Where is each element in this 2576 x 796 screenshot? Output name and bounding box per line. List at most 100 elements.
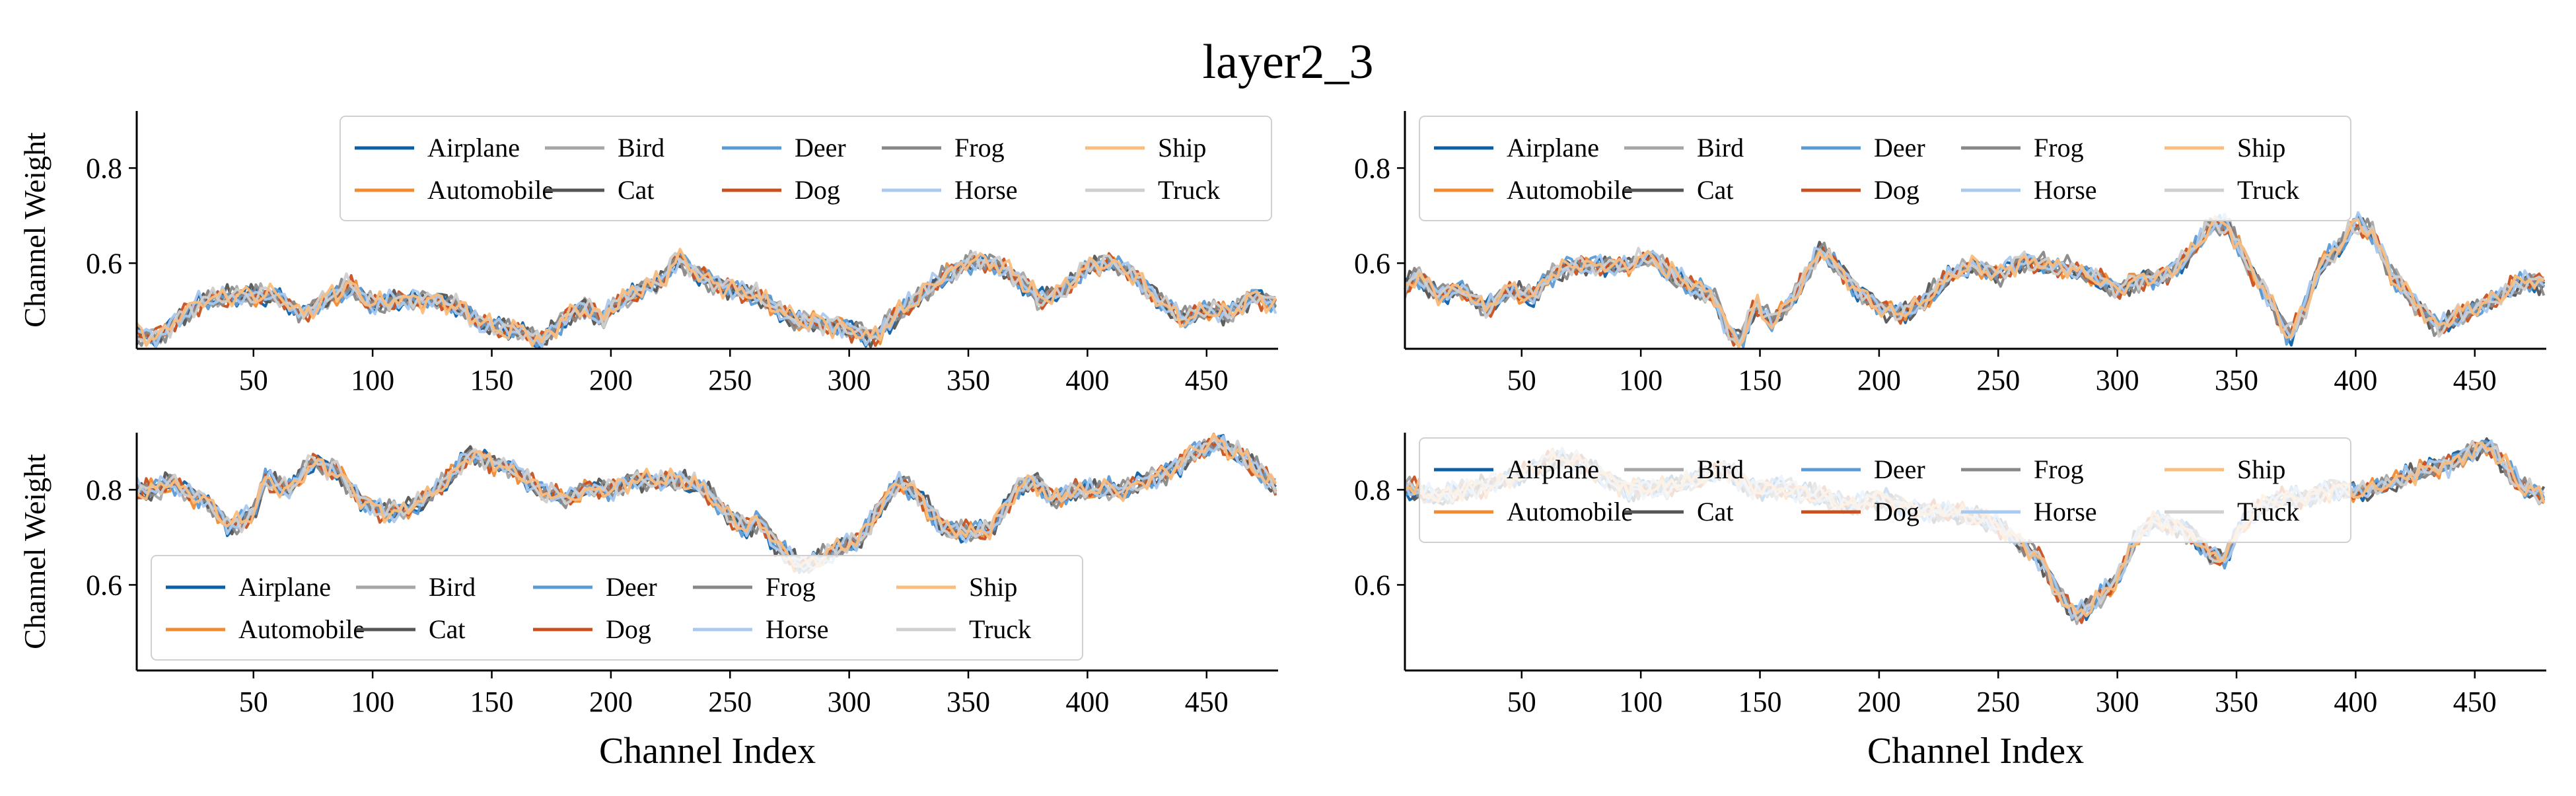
legend-label-automobile: Automobile [427, 175, 554, 205]
legend-label-frog: Frog [2034, 133, 2084, 163]
legend-label-dog: Dog [1874, 497, 1919, 526]
series-line-ship [135, 248, 1277, 347]
legend-label-cat: Cat [618, 175, 655, 205]
x-tick-label: 450 [1185, 364, 1229, 396]
legend-label-horse: Horse [2034, 497, 2097, 526]
legend-label-airplane: Airplane [1507, 133, 1599, 163]
x-tick-label: 300 [2096, 364, 2139, 396]
x-tick-label: 450 [1185, 686, 1229, 718]
legend-box [1419, 116, 2351, 221]
legend-label-bird: Bird [1697, 133, 1744, 163]
x-tick-label: 200 [589, 364, 633, 396]
panel-top-right: 50 100 150 200 250 300 350 400 450 0.6 0.8 Airplane… [1354, 111, 2546, 396]
legend: Airplane Automobile Bird Cat Deer Dog Frog Hors… [151, 555, 1083, 661]
y-tick-label: 0.8 [86, 474, 122, 506]
panel-top-left: 50 100 150 200 250 300 350 400 450 0.6 0.8 Channel … [18, 111, 1278, 396]
panel-bottom-right: 50 100 150 200 250 300 350 400 450 0.6 0.8 Channel … [1354, 433, 2546, 772]
legend-label-truck: Truck [2237, 175, 2299, 205]
x-tick-label: 50 [1507, 686, 1536, 718]
legend-label-cat: Cat [429, 614, 466, 644]
legend-label-airplane: Airplane [1507, 454, 1599, 484]
legend-label-ship: Ship [2237, 454, 2285, 484]
x-axis-label: Channel Index [599, 731, 816, 772]
x-tick-label: 350 [947, 686, 990, 718]
series-line-ship [135, 433, 1277, 568]
legend-label-cat: Cat [1697, 175, 1734, 205]
legend-box [340, 116, 1272, 221]
series-line-ship [1404, 215, 2544, 349]
legend-label-frog: Frog [954, 133, 1005, 163]
legend-label-bird: Bird [618, 133, 664, 163]
y-tick-label: 0.6 [1354, 569, 1390, 601]
series-line-truck [135, 437, 1277, 570]
x-tick-label: 50 [239, 686, 268, 718]
legend: Airplane Automobile Bird Cat Deer Dog Frog Hors… [1419, 116, 2351, 221]
legend: Airplane Automobile Bird Cat Deer Dog Frog Hors… [340, 116, 1272, 221]
x-tick-label: 150 [1738, 686, 1782, 718]
x-tick-label: 250 [708, 364, 752, 396]
y-axis-label: Channel Weight [18, 132, 52, 328]
x-tick-label: 100 [1619, 686, 1663, 718]
legend-box [1419, 437, 2351, 543]
y-tick-label: 0.6 [1354, 247, 1390, 279]
legend-label-ship: Ship [2237, 133, 2285, 163]
legend-label-deer: Deer [1874, 133, 1925, 163]
x-tick-label: 100 [351, 686, 394, 718]
x-tick-label: 200 [589, 686, 633, 718]
x-tick-label: 250 [1976, 364, 2020, 396]
x-tick-label: 200 [1857, 364, 1901, 396]
x-tick-label: 150 [1738, 364, 1782, 396]
x-tick-label: 50 [1507, 364, 1536, 396]
legend-label-deer: Deer [1874, 454, 1925, 484]
x-tick-label: 200 [1857, 686, 1901, 718]
legend: Airplane Automobile Bird Cat Deer Dog Frog Hors… [1419, 437, 2351, 543]
series-line-horse [135, 435, 1277, 571]
x-tick-label: 400 [1065, 686, 1109, 718]
legend-label-dog: Dog [1874, 175, 1919, 205]
x-tick-label: 100 [1619, 364, 1663, 396]
series-line-truck [1404, 220, 2545, 347]
legend-label-frog: Frog [766, 572, 816, 602]
x-tick-label: 300 [828, 686, 871, 718]
x-tick-label: 350 [2215, 364, 2258, 396]
legend-label-horse: Horse [954, 175, 1018, 205]
series-line-horse [1404, 211, 2545, 344]
x-tick-label: 150 [470, 686, 514, 718]
x-tick-label: 250 [708, 686, 752, 718]
legend-label-truck: Truck [2237, 497, 2299, 526]
legend-label-automobile: Automobile [238, 614, 365, 644]
x-tick-label: 400 [1065, 364, 1109, 396]
x-tick-label: 450 [2453, 686, 2497, 718]
y-tick-label: 0.6 [86, 569, 122, 601]
x-tick-label: 300 [2096, 686, 2139, 718]
legend-label-dog: Dog [795, 175, 840, 205]
legend-label-ship: Ship [1158, 133, 1206, 163]
figure-title: layer2_3 [1203, 35, 1374, 89]
y-tick-label: 0.8 [1354, 474, 1390, 506]
legend-label-cat: Cat [1697, 497, 1734, 526]
legend-label-horse: Horse [2034, 175, 2097, 205]
legend-box [151, 555, 1083, 661]
x-tick-label: 400 [2334, 686, 2377, 718]
x-tick-label: 350 [947, 364, 990, 396]
panel-bottom-left: 50 100 150 200 250 300 350 400 450 0.6 0.8 Channel … [18, 432, 1278, 772]
x-tick-label: 50 [239, 364, 268, 396]
legend-label-truck: Truck [969, 614, 1031, 644]
legend-label-airplane: Airplane [238, 572, 331, 602]
x-tick-label: 450 [2453, 364, 2497, 396]
x-tick-label: 400 [2334, 364, 2377, 396]
legend-label-deer: Deer [606, 572, 657, 602]
x-tick-label: 250 [1976, 686, 2020, 718]
y-tick-label: 0.8 [1354, 152, 1390, 184]
x-tick-label: 100 [351, 364, 394, 396]
legend-label-automobile: Automobile [1507, 497, 1633, 526]
legend-label-dog: Dog [606, 614, 651, 644]
legend-label-automobile: Automobile [1507, 175, 1633, 205]
y-axis-label: Channel Weight [18, 454, 52, 649]
legend-label-bird: Bird [1697, 454, 1744, 484]
legend-label-deer: Deer [795, 133, 846, 163]
y-tick-label: 0.8 [86, 152, 122, 184]
legend-label-ship: Ship [969, 572, 1017, 602]
